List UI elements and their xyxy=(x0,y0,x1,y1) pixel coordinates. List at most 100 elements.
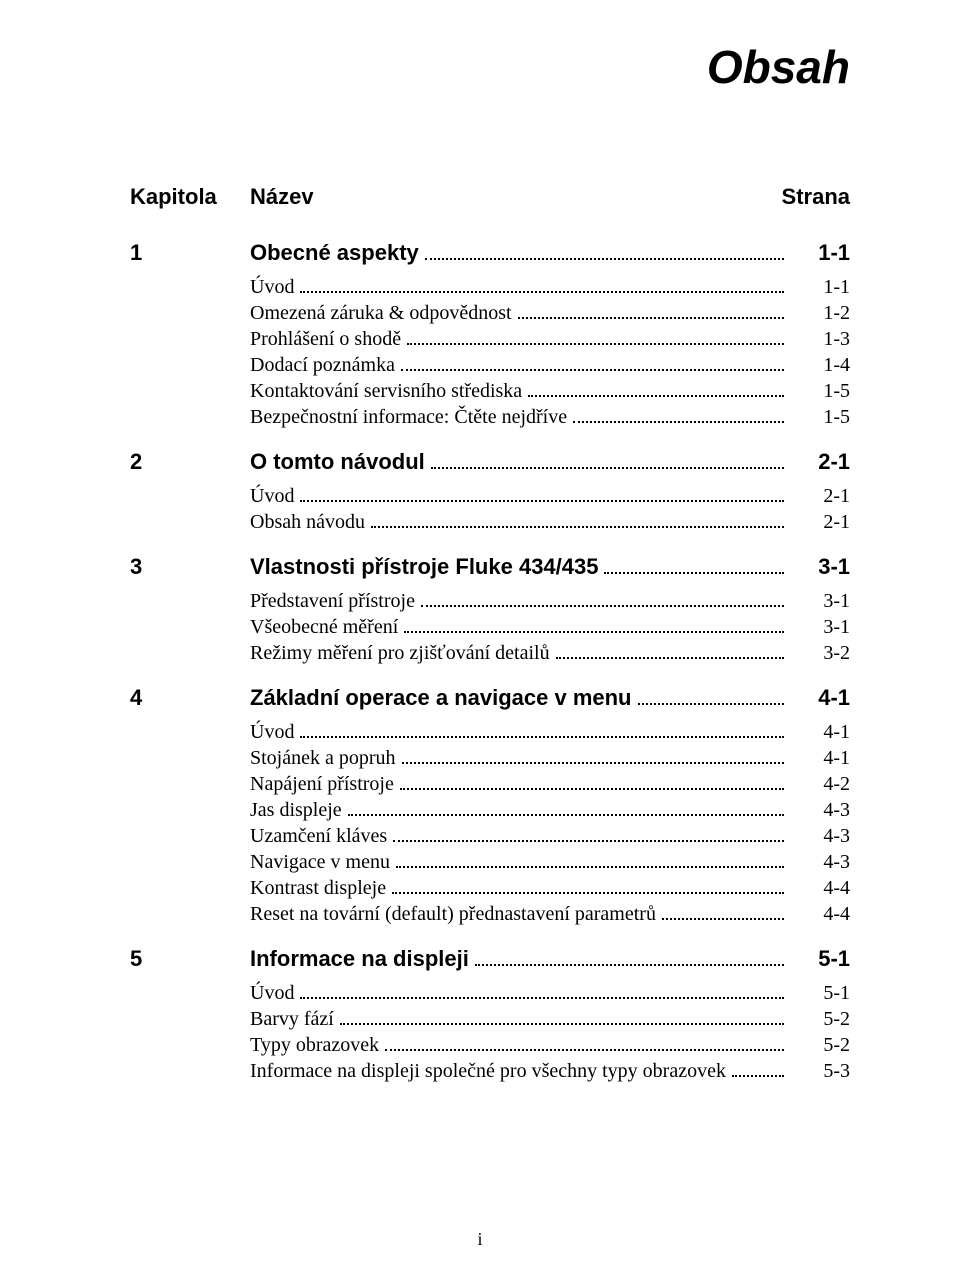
sub-block: Představení přístroje3-1Všeobecné měření… xyxy=(250,590,850,665)
chapter-row: 4Základní operace a navigace v menu4-1 xyxy=(130,685,850,711)
header-page: Strana xyxy=(760,184,850,210)
sub-row: Reset na tovární (default) přednastavení… xyxy=(250,903,850,926)
chapter-page: 5-1 xyxy=(790,946,850,972)
sub-entry: Omezená záruka & odpovědnost1-2 xyxy=(250,302,850,325)
chapter-page: 4-1 xyxy=(790,685,850,711)
dot-leader xyxy=(604,560,784,574)
dot-leader xyxy=(518,306,784,319)
sub-entry: Všeobecné měření3-1 xyxy=(250,616,850,639)
chapter-row: 5Informace na displeji5-1 xyxy=(130,946,850,972)
page: Obsah Kapitola Název Strana 1Obecné aspe… xyxy=(0,0,960,1280)
sub-page: 4-3 xyxy=(790,825,850,848)
sub-row: Všeobecné měření3-1 xyxy=(250,616,850,639)
dot-leader xyxy=(475,952,784,966)
chapter-label: Vlastnosti přístroje Fluke 434/435 xyxy=(250,554,598,580)
sub-page: 4-1 xyxy=(790,747,850,770)
sub-entry: Bezpečnostní informace: Čtěte nejdříve 1-… xyxy=(250,406,850,429)
sub-row: Omezená záruka & odpovědnost1-2 xyxy=(250,302,850,325)
sub-page: 3-1 xyxy=(790,590,850,613)
toc-body: 1Obecné aspekty1-1 Úvod1-1 Omezená záruka … xyxy=(130,240,850,1083)
dot-leader xyxy=(396,855,784,868)
chapter-entry: Obecné aspekty1-1 xyxy=(250,240,850,266)
chapter-label: Základní operace a navigace v menu xyxy=(250,685,632,711)
sub-entry: Úvod 5-1 xyxy=(250,982,850,1005)
dot-leader xyxy=(401,358,784,371)
sub-page: 1-3 xyxy=(790,328,850,351)
sub-entry: Úvod 2-1 xyxy=(250,485,850,508)
dot-leader xyxy=(556,646,784,659)
dot-leader xyxy=(371,515,784,528)
chapter-entry: O tomto návodul2-1 xyxy=(250,449,850,475)
dot-leader xyxy=(425,246,784,260)
sub-label: Reset na tovární (default) přednastavení… xyxy=(250,903,656,926)
sub-row: Uzamčení kláves4-3 xyxy=(250,825,850,848)
dot-leader xyxy=(300,489,784,502)
sub-entry: Představení přístroje 3-1 xyxy=(250,590,850,613)
chapter-label: Obecné aspekty xyxy=(250,240,419,266)
sub-entry: Barvy fází 5-2 xyxy=(250,1008,850,1031)
sub-entry: Navigace v menu4-3 xyxy=(250,851,850,874)
sub-row: Úvod1-1 xyxy=(250,276,850,299)
sub-entry: Stojánek a popruh 4-1 xyxy=(250,747,850,770)
sub-label: Obsah návodu xyxy=(250,511,365,534)
sub-label: Barvy fází xyxy=(250,1008,334,1031)
sub-label: Kontaktování servisního střediska xyxy=(250,380,522,403)
page-title: Obsah xyxy=(130,40,850,94)
chapter-page: 3-1 xyxy=(790,554,850,580)
sub-label: Prohlášení o shodě xyxy=(250,328,401,351)
header-name: Název xyxy=(250,184,760,210)
sub-entry: Kontaktování servisního střediska1-5 xyxy=(250,380,850,403)
sub-label: Informace na displeji společné pro všech… xyxy=(250,1060,726,1083)
sub-entry: Reset na tovární (default) přednastavení… xyxy=(250,903,850,926)
sub-block: Úvod 5-1 Barvy fází 5-2 Typy obrazovek5-2 Inf… xyxy=(250,982,850,1083)
sub-block: Úvod 2-1 Obsah návodu2-1 xyxy=(250,485,850,534)
sub-page: 5-1 xyxy=(790,982,850,1005)
sub-label: Jas displeje xyxy=(250,799,342,822)
sub-label: Bezpečnostní informace: Čtěte nejdříve xyxy=(250,406,567,429)
chapter-entry: Vlastnosti přístroje Fluke 434/435 3-1 xyxy=(250,554,850,580)
sub-label: Představení přístroje xyxy=(250,590,415,613)
dot-leader xyxy=(400,777,784,790)
sub-entry: Typy obrazovek5-2 xyxy=(250,1034,850,1057)
sub-page: 3-2 xyxy=(790,642,850,665)
sub-label: Úvod xyxy=(250,982,294,1005)
sub-entry: Uzamčení kláves4-3 xyxy=(250,825,850,848)
chapter-entry: Informace na displeji 5-1 xyxy=(250,946,850,972)
chapter-row: 1Obecné aspekty1-1 xyxy=(130,240,850,266)
sub-page: 5-2 xyxy=(790,1008,850,1031)
sub-label: Úvod xyxy=(250,721,294,744)
header-chapter: Kapitola xyxy=(130,184,250,210)
sub-page: 2-1 xyxy=(790,485,850,508)
sub-row: Barvy fází 5-2 xyxy=(250,1008,850,1031)
chapter-row: 3Vlastnosti přístroje Fluke 434/4353-1 xyxy=(130,554,850,580)
dot-leader xyxy=(300,725,784,738)
sub-row: Bezpečnostní informace: Čtěte nejdříve 1-… xyxy=(250,406,850,429)
sub-label: Kontrast displeje xyxy=(250,877,386,900)
dot-leader xyxy=(638,691,785,705)
dot-leader xyxy=(300,280,784,293)
sub-block: Úvod1-1 Omezená záruka & odpovědnost1-2 Pr… xyxy=(250,276,850,429)
sub-page: 4-3 xyxy=(790,799,850,822)
sub-row: Prohlášení o shodě 1-3 xyxy=(250,328,850,351)
sub-row: Napájení přístroje4-2 xyxy=(250,773,850,796)
sub-row: Jas displeje 4-3 xyxy=(250,799,850,822)
chapter-number: 1 xyxy=(130,240,250,266)
sub-label: Úvod xyxy=(250,485,294,508)
sub-page: 1-5 xyxy=(790,406,850,429)
dot-leader xyxy=(662,907,784,920)
sub-label: Dodací poznámka xyxy=(250,354,395,377)
sub-row: Obsah návodu2-1 xyxy=(250,511,850,534)
dot-leader xyxy=(431,455,784,469)
sub-page: 5-3 xyxy=(790,1060,850,1083)
chapter-label: Informace na displeji xyxy=(250,946,469,972)
sub-row: Typy obrazovek5-2 xyxy=(250,1034,850,1057)
sub-entry: Kontrast displeje4-4 xyxy=(250,877,850,900)
sub-entry: Napájení přístroje4-2 xyxy=(250,773,850,796)
toc-header-row: Kapitola Název Strana xyxy=(130,184,850,210)
sub-row: Informace na displeji společné pro všech… xyxy=(250,1060,850,1083)
sub-page: 3-1 xyxy=(790,616,850,639)
dot-leader xyxy=(393,829,784,842)
sub-row: Kontrast displeje4-4 xyxy=(250,877,850,900)
sub-label: Stojánek a popruh xyxy=(250,747,396,770)
sub-label: Navigace v menu xyxy=(250,851,390,874)
